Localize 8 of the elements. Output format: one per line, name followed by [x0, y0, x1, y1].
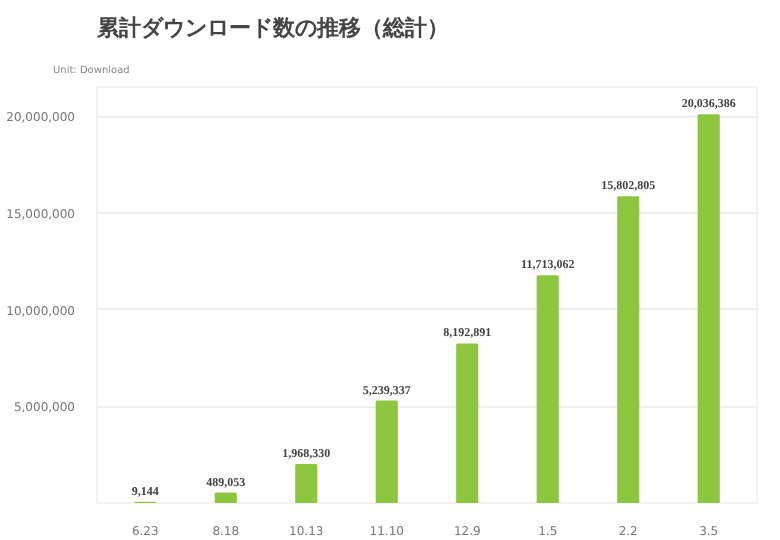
bar — [536, 275, 559, 503]
bar — [617, 196, 640, 503]
chart-title: 累計ダウンロード数の推移（総計） — [95, 15, 449, 41]
bar — [295, 463, 318, 503]
bar — [456, 343, 479, 503]
bar — [214, 492, 237, 503]
bar — [375, 400, 398, 503]
bar — [697, 114, 720, 503]
